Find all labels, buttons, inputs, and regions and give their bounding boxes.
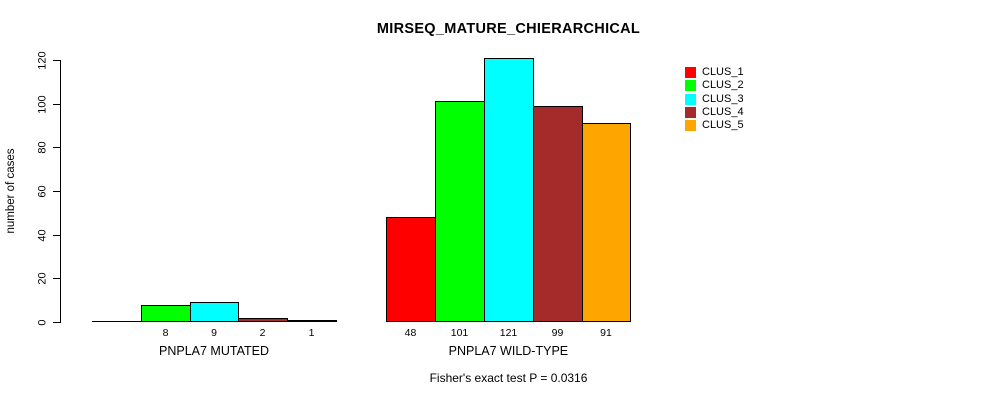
y-tick <box>53 235 61 236</box>
bar-CLUS_4 <box>533 106 583 322</box>
bar-value-label: 8 <box>162 327 169 339</box>
y-tick <box>53 191 61 192</box>
bar-CLUS_3 <box>190 302 239 322</box>
legend-item-CLUS_1: CLUS_1 <box>685 66 744 79</box>
legend: CLUS_1 CLUS_2 CLUS_3 CLUS_4 CLUS_5 <box>685 66 744 132</box>
y-tick <box>53 104 61 105</box>
y-tick <box>53 322 61 323</box>
bar-CLUS_1 <box>386 217 436 322</box>
y-tick-label: 0 <box>36 318 48 326</box>
bar-value-label: 1 <box>308 327 315 339</box>
legend-color-swatch-icon <box>685 67 696 79</box>
bar-CLUS_5 <box>287 320 337 322</box>
legend-item-label: CLUS_3 <box>702 92 744 105</box>
bar-value-label: 121 <box>499 327 518 339</box>
bar-value-label: 48 <box>404 327 417 339</box>
legend-color-swatch-icon <box>685 80 696 92</box>
y-axis-label: number of cases <box>5 148 17 234</box>
legend-item-label: CLUS_4 <box>702 106 744 119</box>
bar-CLUS_4 <box>238 318 288 322</box>
legend-color-swatch-icon <box>685 120 696 132</box>
bar-CLUS_5 <box>582 123 631 322</box>
legend-item-CLUS_2: CLUS_2 <box>685 79 744 92</box>
bar-value-label: 91 <box>600 327 612 339</box>
y-tick-label: 20 <box>36 271 48 285</box>
chart-title: MIRSEQ_MATURE_CHIERARCHICAL <box>376 21 641 37</box>
group-label: PNPLA7 MUTATED <box>159 344 269 358</box>
bar-value-label: 101 <box>450 327 469 339</box>
bar-CLUS_1-zero <box>92 321 142 322</box>
legend-item-CLUS_4: CLUS_4 <box>685 106 744 119</box>
legend-item-label: CLUS_2 <box>702 79 744 92</box>
legend-color-swatch-icon <box>685 107 696 119</box>
y-tick <box>53 278 61 279</box>
y-tick-label: 100 <box>36 94 48 114</box>
y-tick <box>53 60 61 61</box>
bar-value-label: 2 <box>259 327 266 339</box>
bar-CLUS_2 <box>435 101 485 322</box>
legend-item-label: CLUS_5 <box>702 119 744 132</box>
bar-CLUS_3 <box>484 58 534 322</box>
y-tick-label: 80 <box>36 140 48 154</box>
legend-color-swatch-icon <box>685 93 696 105</box>
group-label: PNPLA7 WILD-TYPE <box>448 344 569 358</box>
legend-item-CLUS_5: CLUS_5 <box>685 119 744 132</box>
bar-value-label: 99 <box>551 327 564 339</box>
legend-item-label: CLUS_1 <box>702 66 744 79</box>
y-tick <box>53 147 61 148</box>
legend-item-CLUS_3: CLUS_3 <box>685 93 744 106</box>
y-tick-label: 40 <box>36 228 48 242</box>
y-tick-label: 120 <box>36 50 48 70</box>
bar-value-label: 9 <box>211 327 217 339</box>
y-tick-label: 60 <box>36 184 48 198</box>
stat-test-note: Fisher's exact test P = 0.0316 <box>429 371 588 385</box>
bar-CLUS_2 <box>141 305 191 322</box>
